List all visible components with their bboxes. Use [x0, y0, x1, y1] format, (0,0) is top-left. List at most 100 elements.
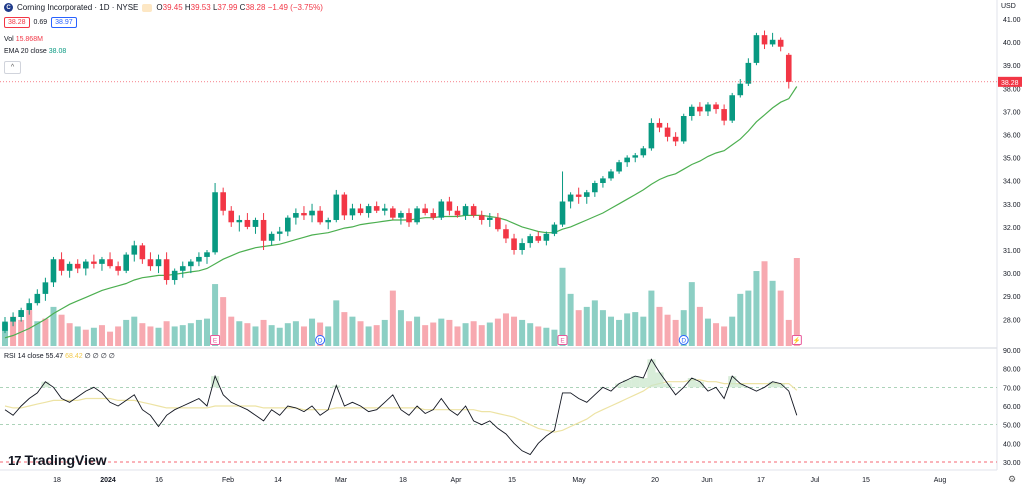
volume-bar	[527, 323, 534, 346]
time-tick-label: 14	[274, 477, 282, 484]
volume-bar	[10, 316, 17, 346]
candle-body	[689, 106, 695, 117]
alert-icon[interactable]	[142, 3, 153, 12]
symbol-header: C Corning Incorporated · 1D · NYSE O39.4…	[4, 3, 323, 12]
volume-bar	[551, 329, 558, 346]
rsi-overbought-fill	[41, 381, 50, 388]
time-tick-label: 15	[508, 477, 516, 484]
currency-label[interactable]: USD	[1001, 3, 1016, 10]
company-logo: C	[4, 3, 13, 12]
candle-body	[769, 39, 776, 45]
volume-bar	[486, 322, 493, 346]
candle-body	[381, 208, 388, 211]
rsi-overbought-fill	[211, 376, 220, 388]
volume-bar	[446, 319, 453, 346]
ask-button[interactable]: 38.97	[51, 17, 77, 28]
candle-body	[268, 233, 275, 241]
candle-body	[640, 148, 647, 156]
candle-body	[713, 104, 719, 110]
event-label: ⚡	[793, 337, 801, 345]
volume-bar	[115, 326, 122, 346]
volume-bar	[688, 282, 695, 346]
volume-bar	[422, 325, 429, 346]
volume-legend[interactable]: Vol 15.868M	[4, 36, 43, 43]
rsi-overbought-fill	[623, 379, 632, 388]
volume-bar	[462, 323, 469, 346]
volume-bar	[713, 323, 720, 346]
rsi-overbought-fill	[631, 376, 640, 388]
volume-bar	[761, 261, 768, 346]
candle-body	[285, 217, 291, 232]
volume-bar	[292, 321, 299, 346]
event-label: E	[213, 338, 218, 345]
volume-bar	[284, 323, 291, 346]
volume-bar	[252, 326, 259, 346]
rsi-tick-label: 60.00	[1003, 404, 1021, 411]
candle-body	[260, 219, 267, 241]
volume-bar	[535, 326, 542, 346]
candle-body	[163, 259, 170, 281]
candle-body	[583, 192, 590, 197]
earnings-marker	[210, 335, 221, 345]
volume-bar	[680, 310, 687, 346]
volume-bar	[494, 318, 501, 346]
candle-body	[616, 162, 622, 172]
gear-icon[interactable]: ⚙	[1008, 474, 1017, 484]
time-tick-label: 17	[757, 477, 765, 484]
candle-body	[648, 122, 655, 149]
candle-body	[220, 192, 226, 211]
tradingview-logo[interactable]: 17 TradingView	[8, 452, 107, 468]
rsi-overbought-fill	[655, 372, 664, 388]
bid-button[interactable]: 38.28	[4, 17, 30, 28]
candle-body	[365, 206, 372, 214]
volume-bar	[696, 306, 703, 346]
volume-bar	[212, 284, 219, 346]
rsi-legend[interactable]: RSI 14 close 55.47 68.42 ∅ ∅ ∅ ∅	[4, 353, 115, 360]
candle-body	[430, 213, 437, 218]
candle-body	[10, 316, 16, 322]
rsi-overbought-fill	[647, 359, 656, 388]
candle-body	[228, 210, 235, 223]
time-tick-label: Feb	[222, 477, 234, 484]
volume-bar	[640, 316, 647, 346]
rsi-overbought-fill	[728, 376, 737, 388]
volume-bar	[228, 316, 235, 346]
rsi-overbought-fill	[768, 381, 777, 388]
rsi-overbought-fill	[663, 383, 672, 388]
volume-bar	[58, 314, 65, 346]
candle-body	[672, 136, 679, 142]
rsi-ma-line	[4, 379, 798, 433]
candle-body	[349, 208, 356, 216]
candle-body	[575, 194, 582, 197]
candle-body	[737, 83, 744, 96]
last-price-tag	[998, 76, 1022, 87]
volume-bar	[648, 290, 655, 346]
volume-bar	[163, 321, 170, 346]
candle-body	[592, 183, 598, 193]
ohlc-values: O39.45 H39.53 L37.99 C38.28 −1.49 (−3.75…	[156, 3, 323, 12]
volume-bar	[74, 326, 81, 346]
spread-value: 0.69	[33, 19, 48, 26]
rsi-tick-label: 70.00	[1003, 385, 1021, 392]
volume-bar	[66, 323, 73, 346]
volume-bar	[519, 319, 526, 346]
volume-bar	[34, 321, 41, 346]
volume-bar	[414, 316, 421, 346]
volume-bar	[98, 325, 105, 346]
collapse-legend-button[interactable]: ^	[4, 61, 21, 74]
volume-bar	[195, 319, 202, 346]
volume-bar	[543, 327, 550, 346]
time-tick-label: 2024	[100, 477, 116, 484]
volume-bar	[470, 321, 477, 346]
ema-legend[interactable]: EMA 20 close 38.08	[4, 48, 67, 55]
candle-body	[422, 208, 428, 214]
volume-bar	[381, 319, 388, 346]
candle-body	[179, 266, 186, 271]
volume-bar	[317, 322, 324, 346]
volume-bar	[656, 306, 663, 346]
price-tick-label: 40.00	[1003, 40, 1021, 47]
price-tick-label: 35.00	[1003, 156, 1021, 163]
volume-bar	[171, 326, 178, 346]
symbol-title[interactable]: Corning Incorporated · 1D · NYSE	[17, 3, 139, 12]
